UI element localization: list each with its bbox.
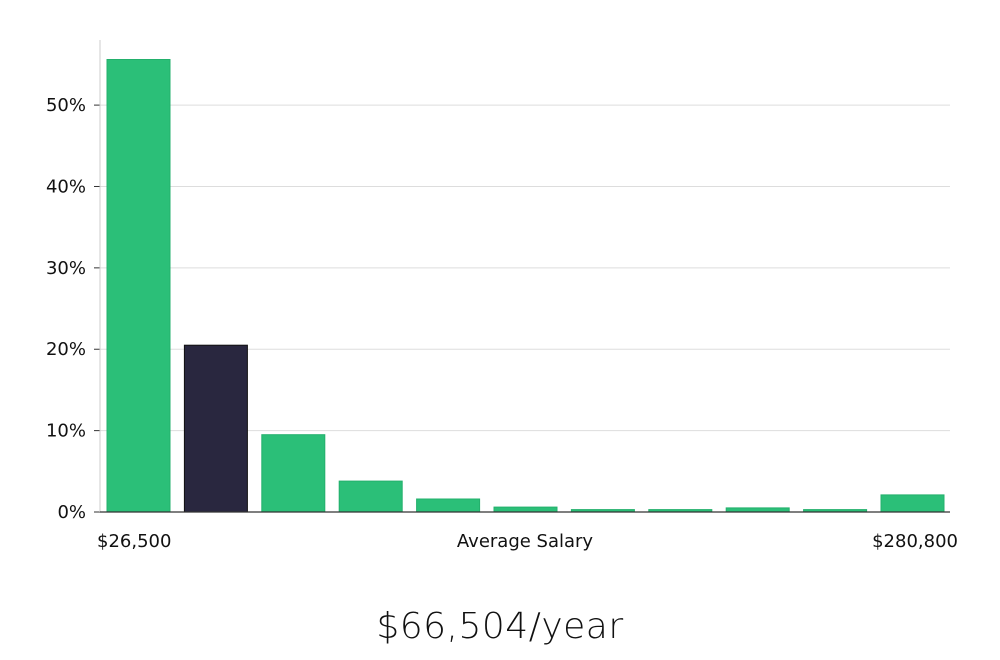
bars — [106, 59, 945, 513]
bar — [725, 507, 790, 513]
bar-highlighted — [183, 344, 248, 513]
bar — [338, 480, 403, 513]
y-tick-label: 10% — [46, 421, 86, 442]
bar — [416, 498, 481, 513]
bar — [493, 506, 558, 513]
y-tick-label: 30% — [46, 258, 86, 279]
bar — [106, 59, 171, 513]
x-min-label: $26,500 — [97, 531, 171, 552]
bar — [880, 494, 945, 513]
x-max-label: $280,800 — [872, 531, 958, 552]
y-tick-label: 0% — [57, 502, 86, 523]
x-axis-title: Average Salary — [457, 531, 594, 552]
average-salary-value: $66,504/year — [376, 606, 624, 647]
y-tick-label: 40% — [46, 176, 86, 197]
bar — [261, 434, 326, 513]
y-tick-label: 50% — [46, 95, 86, 116]
y-tick-label: 20% — [46, 339, 86, 360]
y-axis-ticks: 0% 10% 20% 30% 40% 50% — [46, 95, 100, 523]
salary-histogram: 0% 10% 20% 30% 40% 50% $26,500 Average Salary… — [46, 40, 958, 552]
